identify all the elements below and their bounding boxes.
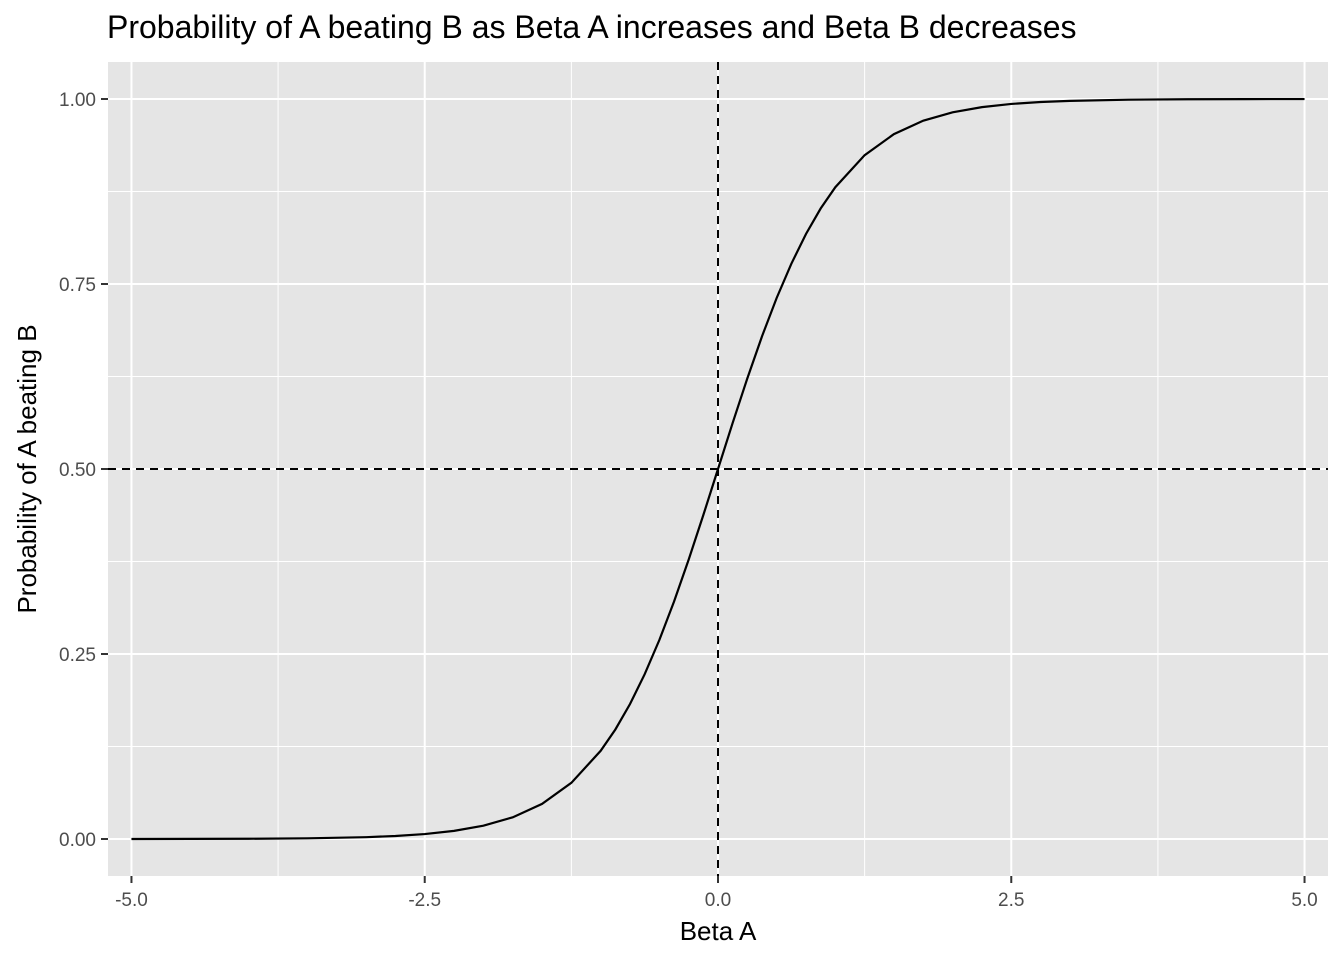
y-tick-label: 0.00 bbox=[59, 830, 96, 851]
y-tick-label: 0.50 bbox=[59, 460, 96, 481]
x-tick-label: 2.5 bbox=[998, 890, 1024, 911]
y-tick-label: 0.75 bbox=[59, 275, 96, 296]
chart-title: Probability of A beating B as Beta A inc… bbox=[107, 9, 1077, 45]
y-axis-title: Probability of A beating B bbox=[12, 324, 42, 613]
x-axis-title: Beta A bbox=[680, 916, 757, 946]
x-tick-label: -2.5 bbox=[408, 890, 441, 911]
x-tick-label: 5.0 bbox=[1291, 890, 1317, 911]
y-tick-label: 0.25 bbox=[59, 645, 96, 666]
series-line bbox=[131, 97, 1305, 841]
y-tick-label: 1.00 bbox=[59, 90, 96, 111]
y-axis: 0.00 0.25 0.50 0.75 1.00 bbox=[59, 90, 108, 851]
x-axis: -5.0 -2.5 0.0 2.5 5.0 bbox=[115, 876, 1318, 911]
x-tick-label: -5.0 bbox=[115, 890, 148, 911]
x-tick-label: 0.0 bbox=[705, 890, 731, 911]
